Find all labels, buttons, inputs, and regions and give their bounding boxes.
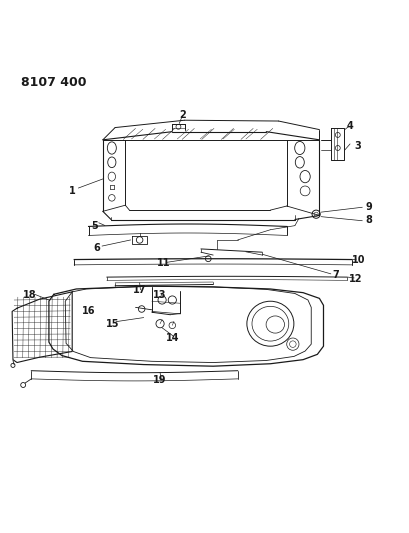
Text: 7: 7 [332, 270, 338, 280]
Text: 13: 13 [153, 290, 166, 300]
Text: 16: 16 [82, 306, 95, 317]
Text: 8107 400: 8107 400 [21, 77, 86, 90]
Text: 9: 9 [364, 202, 371, 212]
Text: 12: 12 [348, 274, 362, 284]
Text: 8: 8 [364, 214, 371, 224]
Text: 1: 1 [69, 186, 75, 196]
Text: 19: 19 [153, 375, 166, 385]
Text: 18: 18 [22, 290, 36, 300]
Text: 6: 6 [93, 243, 100, 253]
Text: 4: 4 [346, 120, 353, 131]
Text: 10: 10 [351, 255, 364, 265]
Text: 17: 17 [133, 285, 146, 295]
Text: 5: 5 [91, 221, 98, 231]
Text: 2: 2 [179, 110, 185, 120]
Text: 11: 11 [157, 258, 171, 268]
Text: 3: 3 [354, 141, 361, 151]
Text: 14: 14 [165, 333, 179, 343]
Text: 15: 15 [106, 319, 119, 329]
